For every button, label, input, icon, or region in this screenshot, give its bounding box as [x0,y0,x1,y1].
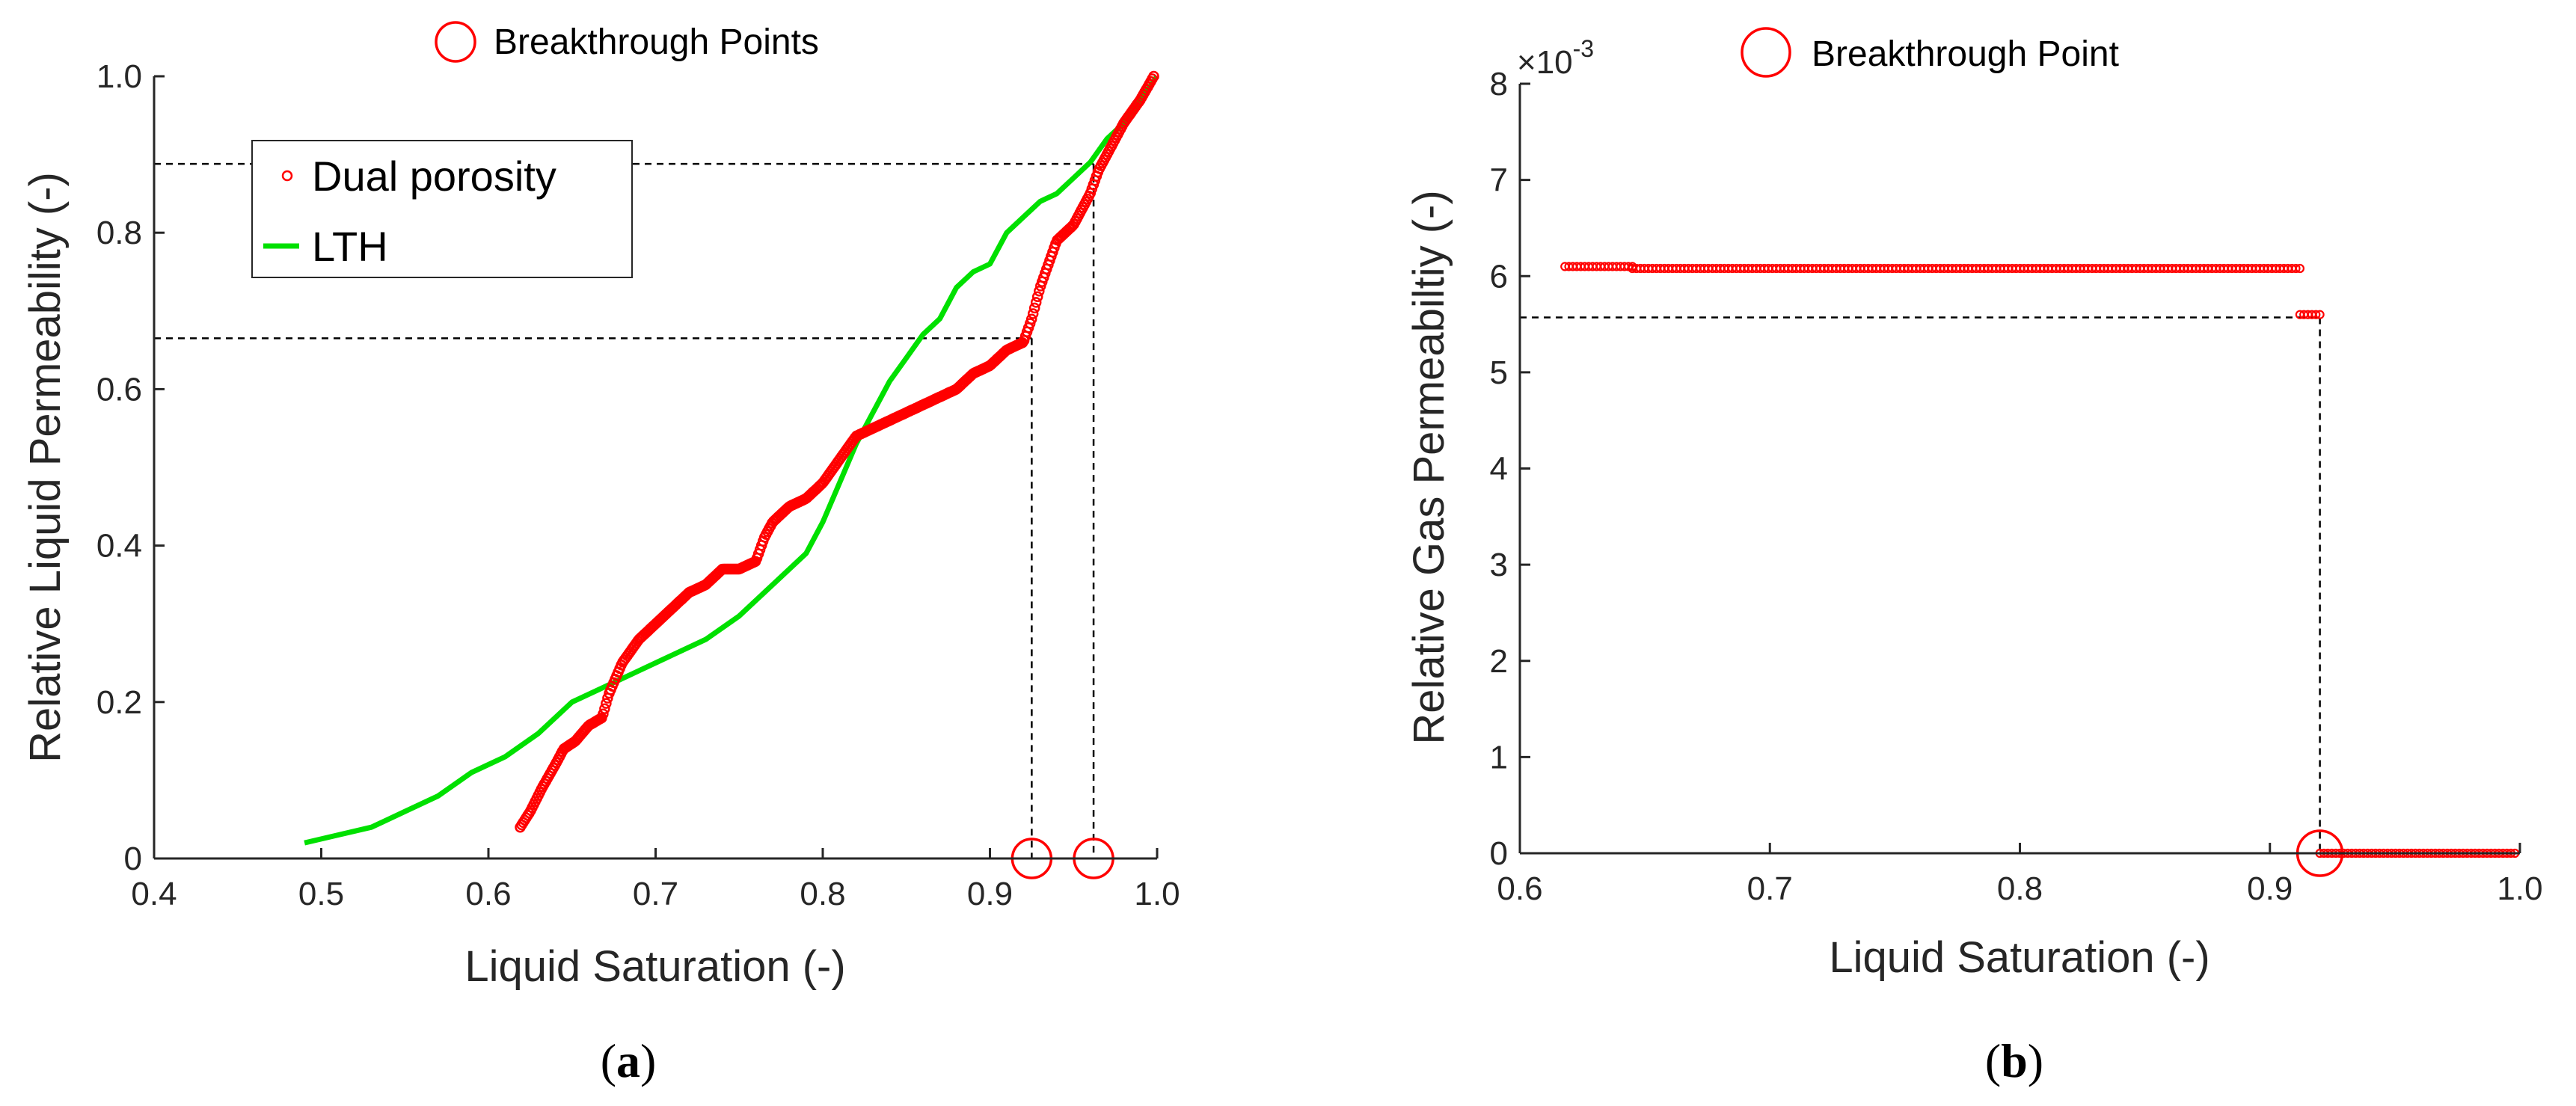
panel-b-x-tick-label: 1.0 [2497,870,2542,907]
panel-a: 0.4 0.5 0.6 0.7 0.8 0.9 1.0 0 0.2 0.4 0.6 0.8 1.0 L… [21,21,1180,1087]
panel-b-y-tick-label: 6 [1490,258,1508,295]
panel-b-x-axis-label: Liquid Saturation (-) [1829,933,2209,982]
panel-a-y-tick-label: 1.0 [96,58,142,95]
dual-porosity-point [601,698,612,709]
panel-a-x-tick-label: 0.5 [298,876,344,912]
panel-a-x-tick-label: 0.4 [131,876,177,912]
panel-b-y-tick-label: 8 [1490,66,1508,102]
legend-lth-label: LTH [312,223,388,270]
panel-a-breakthrough-annotation: Breakthrough Points [494,22,819,62]
dual-porosity-series [515,70,1159,833]
panel-a-x-axis-label: Liquid Saturation (-) [464,942,845,991]
dual-porosity-point [599,703,610,714]
panel-a-y-tick-label: 0.6 [96,371,142,408]
panel-a-breakthrough-key-icon [435,21,476,63]
panel-b-y-tick-label: 4 [1490,451,1508,488]
gas-permeability-point [2315,310,2325,319]
panel-b-x-tick-label: 0.7 [1747,870,1793,907]
dual-porosity-point [1034,286,1045,297]
panel-a-x-tick-label: 0.7 [633,876,678,912]
gas-permeability-point [2291,263,2301,274]
panel-a-y-tick-label: 0.4 [96,528,142,565]
panel-a-y-tick-label: 0.8 [96,215,142,251]
panel-b-y-tick-label: 7 [1490,162,1508,199]
panel-a-y-ticks: 0 0.2 0.4 0.6 0.8 1.0 [96,58,165,877]
panel-a-y-tick-label: 0.2 [96,684,142,721]
dual-porosity-point [1031,291,1043,303]
panel-a-y-axis-label: Relative Liquid Permeability (-) [21,172,70,763]
panel-b-y-tick-label: 0 [1490,835,1508,872]
panel-b-y-tick-label: 1 [1490,739,1508,775]
panel-b-guide-lines [1520,316,2321,853]
panel-a-x-tick-label: 0.8 [800,876,845,912]
panel-a-x-tick-label: 0.6 [465,876,511,912]
dual-porosity-point [1030,297,1042,308]
panel-b-breakthrough-annotation: Breakthrough Point [1812,34,2119,74]
panel-a-caption: (a) [601,1034,657,1087]
panel-a-x-tick-label: 1.0 [1134,876,1180,912]
panel-b-y-axis-label: Relative Gas Permeabiltiy (-) [1405,190,1453,744]
panel-a-x-tick-label: 0.9 [967,876,1013,912]
dual-porosity-point [1028,302,1040,314]
panel-b-y-tick-label: 2 [1490,643,1508,680]
panel-b-breakthrough-key-icon [1741,27,1791,78]
dual-porosity-point [1025,313,1037,325]
panel-b-plot-area [1520,84,2520,853]
panel-a-x-ticks: 0.4 0.5 0.6 0.7 0.8 0.9 1.0 [131,848,1180,912]
legend-dual-porosity-label: Dual porosity [312,153,556,200]
panel-a-legend: Dual porosity LTH [251,140,633,278]
panel-b-y-scale-exponent: ×10-3 [1517,35,1594,81]
panel-b: 0.6 0.7 0.8 0.9 1.0 0 1 2 3 4 5 6 7 8 ×10-3 Liquid S… [1405,27,2543,1087]
panel-b-y-tick-label: 5 [1490,354,1508,391]
dual-porosity-point [598,708,609,720]
panel-b-caption: (b) [1985,1034,2043,1087]
panel-b-x-tick-label: 0.9 [2247,870,2293,907]
panel-b-y-ticks: 0 1 2 3 4 5 6 7 8 [1490,66,1530,872]
panel-b-x-tick-label: 0.8 [1997,870,2043,907]
panel-b-x-ticks: 0.6 0.7 0.8 0.9 1.0 [1497,843,2543,907]
dual-porosity-point [1027,308,1039,319]
legend-dual-porosity-marker [281,170,293,182]
gas-permeability-point [2295,263,2304,274]
dual-porosity-point [1148,70,1159,82]
panel-a-legend-box [251,140,633,278]
panel-b-y-tick-label: 3 [1490,547,1508,583]
panel-a-y-tick-label: 0 [124,841,142,877]
panel-b-x-tick-label: 0.6 [1497,870,1542,907]
gas-permeability-point [2311,310,2321,319]
